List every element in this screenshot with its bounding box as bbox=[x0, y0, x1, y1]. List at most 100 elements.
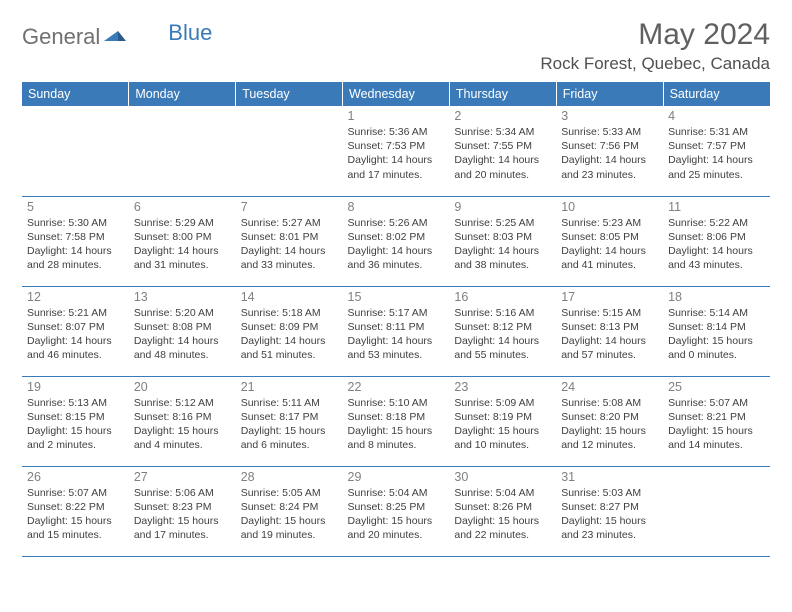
daylight-line: Daylight: 14 hours and 31 minutes. bbox=[134, 244, 231, 272]
calendar-day-cell: 15Sunrise: 5:17 AMSunset: 8:11 PMDayligh… bbox=[343, 286, 450, 376]
daylight-line: Daylight: 15 hours and 20 minutes. bbox=[348, 514, 445, 542]
day-number: 4 bbox=[668, 109, 765, 123]
sunrise-line: Sunrise: 5:34 AM bbox=[454, 125, 551, 139]
day-details: Sunrise: 5:06 AMSunset: 8:23 PMDaylight:… bbox=[134, 486, 231, 543]
daylight-line: Daylight: 15 hours and 0 minutes. bbox=[668, 334, 765, 362]
day-number: 26 bbox=[27, 470, 124, 484]
col-header: Friday bbox=[556, 82, 663, 106]
sunrise-line: Sunrise: 5:06 AM bbox=[134, 486, 231, 500]
calendar-day-cell: 9Sunrise: 5:25 AMSunset: 8:03 PMDaylight… bbox=[449, 196, 556, 286]
sunrise-line: Sunrise: 5:10 AM bbox=[348, 396, 445, 410]
day-number: 24 bbox=[561, 380, 658, 394]
sunset-line: Sunset: 8:26 PM bbox=[454, 500, 551, 514]
day-details: Sunrise: 5:29 AMSunset: 8:00 PMDaylight:… bbox=[134, 216, 231, 273]
day-number: 2 bbox=[454, 109, 551, 123]
day-details: Sunrise: 5:11 AMSunset: 8:17 PMDaylight:… bbox=[241, 396, 338, 453]
day-number: 17 bbox=[561, 290, 658, 304]
day-details: Sunrise: 5:13 AMSunset: 8:15 PMDaylight:… bbox=[27, 396, 124, 453]
day-details: Sunrise: 5:21 AMSunset: 8:07 PMDaylight:… bbox=[27, 306, 124, 363]
day-number: 23 bbox=[454, 380, 551, 394]
calendar-day-cell: 24 Sunrise: 5:08 AMSunset: 8:20 PMDayligh… bbox=[556, 376, 663, 466]
day-details: Sunrise: 5:17 AMSunset: 8:11 PMDaylight:… bbox=[348, 306, 445, 363]
title-block: May 2024 Rock Forest, Quebec, Canada bbox=[540, 18, 770, 74]
calendar-day-cell: 29 Sunrise: 5:04 AMSunset: 8:25 PMDayligh… bbox=[343, 466, 450, 556]
day-details: Sunrise: 5:04 AMSunset: 8:25 PMDaylight:… bbox=[348, 486, 445, 543]
day-details: Sunrise: 5:08 AMSunset: 8:20 PMDaylight:… bbox=[561, 396, 658, 453]
daylight-line: Daylight: 14 hours and 23 minutes. bbox=[561, 153, 658, 181]
col-header: Tuesday bbox=[236, 82, 343, 106]
sunrise-line: Sunrise: 5:27 AM bbox=[241, 216, 338, 230]
month-title: May 2024 bbox=[540, 18, 770, 52]
day-details: Sunrise: 5:12 AMSunset: 8:16 PMDaylight:… bbox=[134, 396, 231, 453]
sunset-line: Sunset: 7:58 PM bbox=[27, 230, 124, 244]
sunset-line: Sunset: 8:08 PM bbox=[134, 320, 231, 334]
sunrise-line: Sunrise: 5:29 AM bbox=[134, 216, 231, 230]
calendar-day-cell: 10 Sunrise: 5:23 AMSunset: 8:05 PMDayligh… bbox=[556, 196, 663, 286]
sunrise-line: Sunrise: 5:13 AM bbox=[27, 396, 124, 410]
calendar-day-cell: 31Sunrise: 5:03 AMSunset: 8:27 PMDayligh… bbox=[556, 466, 663, 556]
day-number: 11 bbox=[668, 200, 765, 214]
calendar-table: Sunday Monday Tuesday Wednesday Thursday… bbox=[22, 82, 770, 557]
calendar-day-cell: 17Sunrise: 5:15 AMSunset: 8:13 PMDayligh… bbox=[556, 286, 663, 376]
day-number: 25 bbox=[668, 380, 765, 394]
day-details: Sunrise: 5:07 AMSunset: 8:21 PMDaylight:… bbox=[668, 396, 765, 453]
sunrise-line: Sunrise: 5:17 AM bbox=[348, 306, 445, 320]
daylight-line: Daylight: 14 hours and 51 minutes. bbox=[241, 334, 338, 362]
calendar-body: 1Sunrise: 5:36 AMSunset: 7:53 PMDaylight… bbox=[22, 106, 770, 556]
day-details: Sunrise: 5:14 AMSunset: 8:14 PMDaylight:… bbox=[668, 306, 765, 363]
daylight-line: Daylight: 15 hours and 22 minutes. bbox=[454, 514, 551, 542]
calendar-day-cell: 4Sunrise: 5:31 AMSunset: 7:57 PMDaylight… bbox=[663, 106, 770, 196]
day-number: 5 bbox=[27, 200, 124, 214]
calendar-day-cell: 20 Sunrise: 5:12 AMSunset: 8:16 PMDayligh… bbox=[129, 376, 236, 466]
sunrise-line: Sunrise: 5:08 AM bbox=[561, 396, 658, 410]
day-details: Sunrise: 5:26 AMSunset: 8:02 PMDaylight:… bbox=[348, 216, 445, 273]
calendar-day-cell: 26Sunrise: 5:07 AMSunset: 8:22 PMDayligh… bbox=[22, 466, 129, 556]
page-header: General Blue May 2024 Rock Forest, Quebe… bbox=[22, 18, 770, 74]
sunset-line: Sunset: 8:16 PM bbox=[134, 410, 231, 424]
sunrise-line: Sunrise: 5:26 AM bbox=[348, 216, 445, 230]
day-details: Sunrise: 5:20 AMSunset: 8:08 PMDaylight:… bbox=[134, 306, 231, 363]
day-number: 13 bbox=[134, 290, 231, 304]
day-number: 20 bbox=[134, 380, 231, 394]
sunset-line: Sunset: 8:24 PM bbox=[241, 500, 338, 514]
sunrise-line: Sunrise: 5:09 AM bbox=[454, 396, 551, 410]
day-details: Sunrise: 5:09 AMSunset: 8:19 PMDaylight:… bbox=[454, 396, 551, 453]
daylight-line: Daylight: 14 hours and 25 minutes. bbox=[668, 153, 765, 181]
daylight-line: Daylight: 15 hours and 2 minutes. bbox=[27, 424, 124, 452]
calendar-day-cell: 27Sunrise: 5:06 AMSunset: 8:23 PMDayligh… bbox=[129, 466, 236, 556]
sunset-line: Sunset: 8:05 PM bbox=[561, 230, 658, 244]
sunrise-line: Sunrise: 5:14 AM bbox=[668, 306, 765, 320]
calendar-day-cell: 5 Sunrise: 5:30 AMSunset: 7:58 PMDaylight… bbox=[22, 196, 129, 286]
calendar-day-cell bbox=[236, 106, 343, 196]
day-details: Sunrise: 5:22 AMSunset: 8:06 PMDaylight:… bbox=[668, 216, 765, 273]
sunrise-line: Sunrise: 5:15 AM bbox=[561, 306, 658, 320]
day-number: 1 bbox=[348, 109, 445, 123]
sunset-line: Sunset: 8:19 PM bbox=[454, 410, 551, 424]
daylight-line: Daylight: 14 hours and 53 minutes. bbox=[348, 334, 445, 362]
daylight-line: Daylight: 14 hours and 36 minutes. bbox=[348, 244, 445, 272]
day-details: Sunrise: 5:33 AMSunset: 7:56 PMDaylight:… bbox=[561, 125, 658, 182]
day-details: Sunrise: 5:04 AMSunset: 8:26 PMDaylight:… bbox=[454, 486, 551, 543]
sunset-line: Sunset: 8:21 PM bbox=[668, 410, 765, 424]
day-details: Sunrise: 5:23 AMSunset: 8:05 PMDaylight:… bbox=[561, 216, 658, 273]
calendar-day-cell: 2Sunrise: 5:34 AMSunset: 7:55 PMDaylight… bbox=[449, 106, 556, 196]
calendar-day-cell: 30Sunrise: 5:04 AMSunset: 8:26 PMDayligh… bbox=[449, 466, 556, 556]
daylight-line: Daylight: 15 hours and 8 minutes. bbox=[348, 424, 445, 452]
day-details: Sunrise: 5:30 AMSunset: 7:58 PMDaylight:… bbox=[27, 216, 124, 273]
daylight-line: Daylight: 14 hours and 43 minutes. bbox=[668, 244, 765, 272]
sunrise-line: Sunrise: 5:23 AM bbox=[561, 216, 658, 230]
day-number: 29 bbox=[348, 470, 445, 484]
sunset-line: Sunset: 8:17 PM bbox=[241, 410, 338, 424]
sunrise-line: Sunrise: 5:11 AM bbox=[241, 396, 338, 410]
day-number: 3 bbox=[561, 109, 658, 123]
calendar-day-cell: 11 Sunrise: 5:22 AMSunset: 8:06 PMDayligh… bbox=[663, 196, 770, 286]
sunset-line: Sunset: 8:20 PM bbox=[561, 410, 658, 424]
sunset-line: Sunset: 8:18 PM bbox=[348, 410, 445, 424]
day-number: 22 bbox=[348, 380, 445, 394]
day-number: 7 bbox=[241, 200, 338, 214]
calendar-day-cell: 6Sunrise: 5:29 AMSunset: 8:00 PMDaylight… bbox=[129, 196, 236, 286]
daylight-line: Daylight: 15 hours and 12 minutes. bbox=[561, 424, 658, 452]
day-number: 10 bbox=[561, 200, 658, 214]
calendar-week-row: 19Sunrise: 5:13 AMSunset: 8:15 PMDayligh… bbox=[22, 376, 770, 466]
sunset-line: Sunset: 8:22 PM bbox=[27, 500, 124, 514]
